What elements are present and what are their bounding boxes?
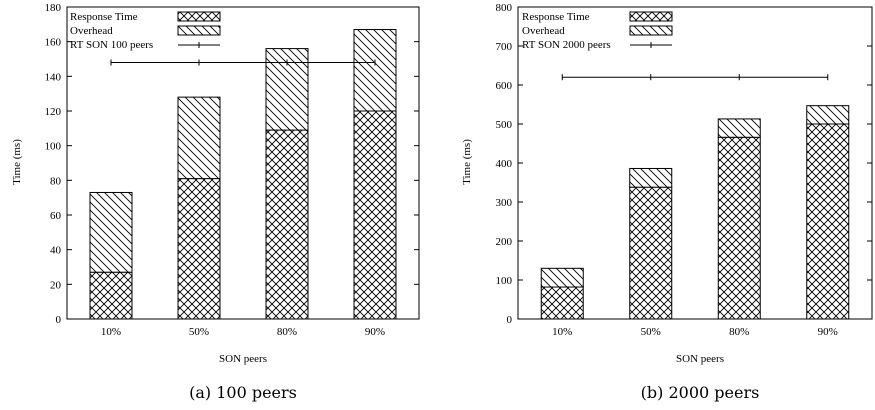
plot-axes: 0 100 200 300 400 500 600 700 800 10% 50% 80% 90% xyxy=(496,2,873,338)
legend-swatch xyxy=(629,25,673,36)
y-tick-label: 180 xyxy=(45,2,62,14)
bar-overhead xyxy=(89,191,133,273)
y-tick-label: 0 xyxy=(507,314,513,326)
chart-panel-b: 0 100 200 300 400 500 600 700 800 10% 50% 80% 90% Re… xyxy=(461,2,873,402)
reference-line xyxy=(110,59,376,66)
y-tick-label: 160 xyxy=(45,37,62,49)
bar-response-time xyxy=(89,271,133,320)
y-tick-label: 60 xyxy=(50,210,62,222)
y-tick-label: 80 xyxy=(50,175,62,187)
legend-label: Response Time xyxy=(522,11,590,23)
bar-response-time xyxy=(540,286,584,320)
bar-response-time xyxy=(717,136,761,320)
legend: Response Time Overhead RT SON 2000 peers xyxy=(522,11,673,51)
legend-label: Response Time xyxy=(70,11,138,23)
bar-response-time xyxy=(177,178,221,320)
x-tick-label: 90% xyxy=(818,326,838,338)
bar-group xyxy=(89,29,397,320)
y-axis-label: Time (ms) xyxy=(461,139,473,185)
y-tick-label: 40 xyxy=(50,245,62,257)
bar-overhead xyxy=(629,167,673,188)
legend-swatch xyxy=(629,11,673,22)
legend-label: RT SON 100 peers xyxy=(70,39,153,51)
bar-overhead xyxy=(353,29,397,112)
x-tick-label: 80% xyxy=(729,326,749,338)
y-tick-label: 600 xyxy=(496,80,513,92)
y-tick-label: 140 xyxy=(45,71,62,83)
x-tick-label: 10% xyxy=(552,326,572,338)
bar-group xyxy=(540,105,850,320)
legend-label: RT SON 2000 peers xyxy=(522,39,611,51)
x-tick-label: 90% xyxy=(365,326,385,338)
y-tick-label: 100 xyxy=(45,141,62,153)
y-tick-label: 500 xyxy=(496,119,513,131)
y-tick-label: 200 xyxy=(496,236,513,248)
legend-swatch xyxy=(177,25,221,36)
legend: Response Time Overhead RT SON 100 peers xyxy=(70,11,221,51)
bar-response-time xyxy=(806,123,850,320)
bar-overhead xyxy=(540,267,584,288)
y-tick-label: 0 xyxy=(56,314,62,326)
y-tick-label: 300 xyxy=(496,197,513,209)
legend-label: Overhead xyxy=(522,25,565,37)
bar-overhead xyxy=(177,96,221,180)
x-tick-label: 50% xyxy=(189,326,209,338)
x-axis-label: SON peers xyxy=(219,353,267,365)
y-tick-label: 800 xyxy=(496,2,513,14)
panel-caption: (a) 100 peers xyxy=(189,383,297,402)
y-axis-label: Time (ms) xyxy=(11,139,23,185)
y-tick-label: 100 xyxy=(496,275,513,287)
plot-frame xyxy=(66,6,420,320)
reference-line xyxy=(561,74,829,81)
bar-overhead xyxy=(806,105,850,125)
bar-response-time xyxy=(265,129,309,320)
y-tick-label: 700 xyxy=(496,41,513,53)
x-tick-label: 80% xyxy=(277,326,297,338)
x-axis-label: SON peers xyxy=(676,353,724,365)
x-tick-label: 50% xyxy=(641,326,661,338)
panel-caption: (b) 2000 peers xyxy=(641,383,760,402)
y-tick-label: 120 xyxy=(45,106,62,118)
y-tick-label: 20 xyxy=(50,279,62,291)
bar-overhead xyxy=(717,118,761,138)
plot-axes: 0 20 40 60 80 100 120 140 160 180 10% 50% 80% 90% xyxy=(45,2,420,338)
y-tick-label: 400 xyxy=(496,158,513,170)
bar-response-time xyxy=(629,186,673,320)
bar-response-time xyxy=(353,110,397,320)
x-tick-label: 10% xyxy=(101,326,121,338)
legend-label: Overhead xyxy=(70,25,113,37)
legend-swatch xyxy=(177,11,221,22)
chart-panel-a: 0 20 40 60 80 100 120 140 160 180 10% 50% 80% 90% Res… xyxy=(11,2,420,402)
